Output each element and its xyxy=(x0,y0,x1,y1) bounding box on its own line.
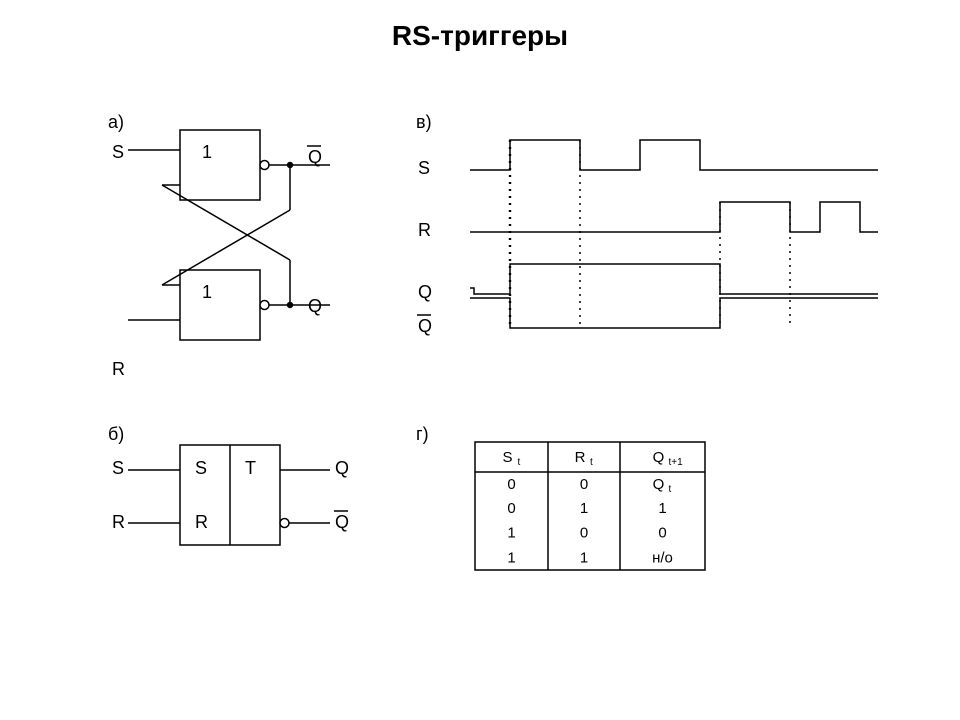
svg-text:Q: Q xyxy=(308,296,322,316)
svg-text:Q: Q xyxy=(335,458,349,478)
svg-text:T: T xyxy=(245,458,256,478)
svg-text:t+1: t+1 xyxy=(669,457,684,468)
diagram-canvas: а)11SRQQб)SSRRTQQв)SRQQг)StRtQt+100Qt011… xyxy=(0,0,960,720)
svg-text:0: 0 xyxy=(658,525,666,542)
svg-text:1: 1 xyxy=(580,500,588,517)
svg-text:R: R xyxy=(575,449,586,466)
svg-text:1: 1 xyxy=(507,525,515,542)
svg-text:t: t xyxy=(590,457,593,468)
svg-text:н/о: н/о xyxy=(652,550,673,567)
svg-text:R: R xyxy=(112,512,125,532)
svg-text:S: S xyxy=(195,458,207,478)
svg-text:1: 1 xyxy=(507,550,515,567)
svg-text:R: R xyxy=(112,359,125,379)
svg-text:0: 0 xyxy=(580,525,588,542)
svg-text:Q: Q xyxy=(418,316,432,336)
svg-text:а): а) xyxy=(108,112,124,132)
svg-text:S: S xyxy=(112,458,124,478)
svg-text:t: t xyxy=(518,457,521,468)
svg-text:1: 1 xyxy=(202,282,212,302)
svg-text:1: 1 xyxy=(658,500,666,517)
svg-text:1: 1 xyxy=(202,142,212,162)
svg-text:Q: Q xyxy=(418,282,432,302)
svg-text:Q: Q xyxy=(335,512,349,532)
svg-text:Q: Q xyxy=(308,147,322,167)
svg-text:t: t xyxy=(669,484,672,495)
svg-text:Q: Q xyxy=(653,449,665,466)
svg-text:S: S xyxy=(112,142,124,162)
svg-text:S: S xyxy=(418,158,430,178)
svg-text:1: 1 xyxy=(580,550,588,567)
svg-text:г): г) xyxy=(416,424,429,444)
svg-text:0: 0 xyxy=(507,500,515,517)
svg-text:0: 0 xyxy=(507,476,515,493)
svg-text:Q: Q xyxy=(653,476,665,493)
svg-text:R: R xyxy=(195,512,208,532)
svg-text:R: R xyxy=(418,220,431,240)
svg-text:б): б) xyxy=(108,424,124,444)
svg-text:0: 0 xyxy=(580,476,588,493)
svg-text:в): в) xyxy=(416,112,432,132)
svg-text:S: S xyxy=(502,449,512,466)
